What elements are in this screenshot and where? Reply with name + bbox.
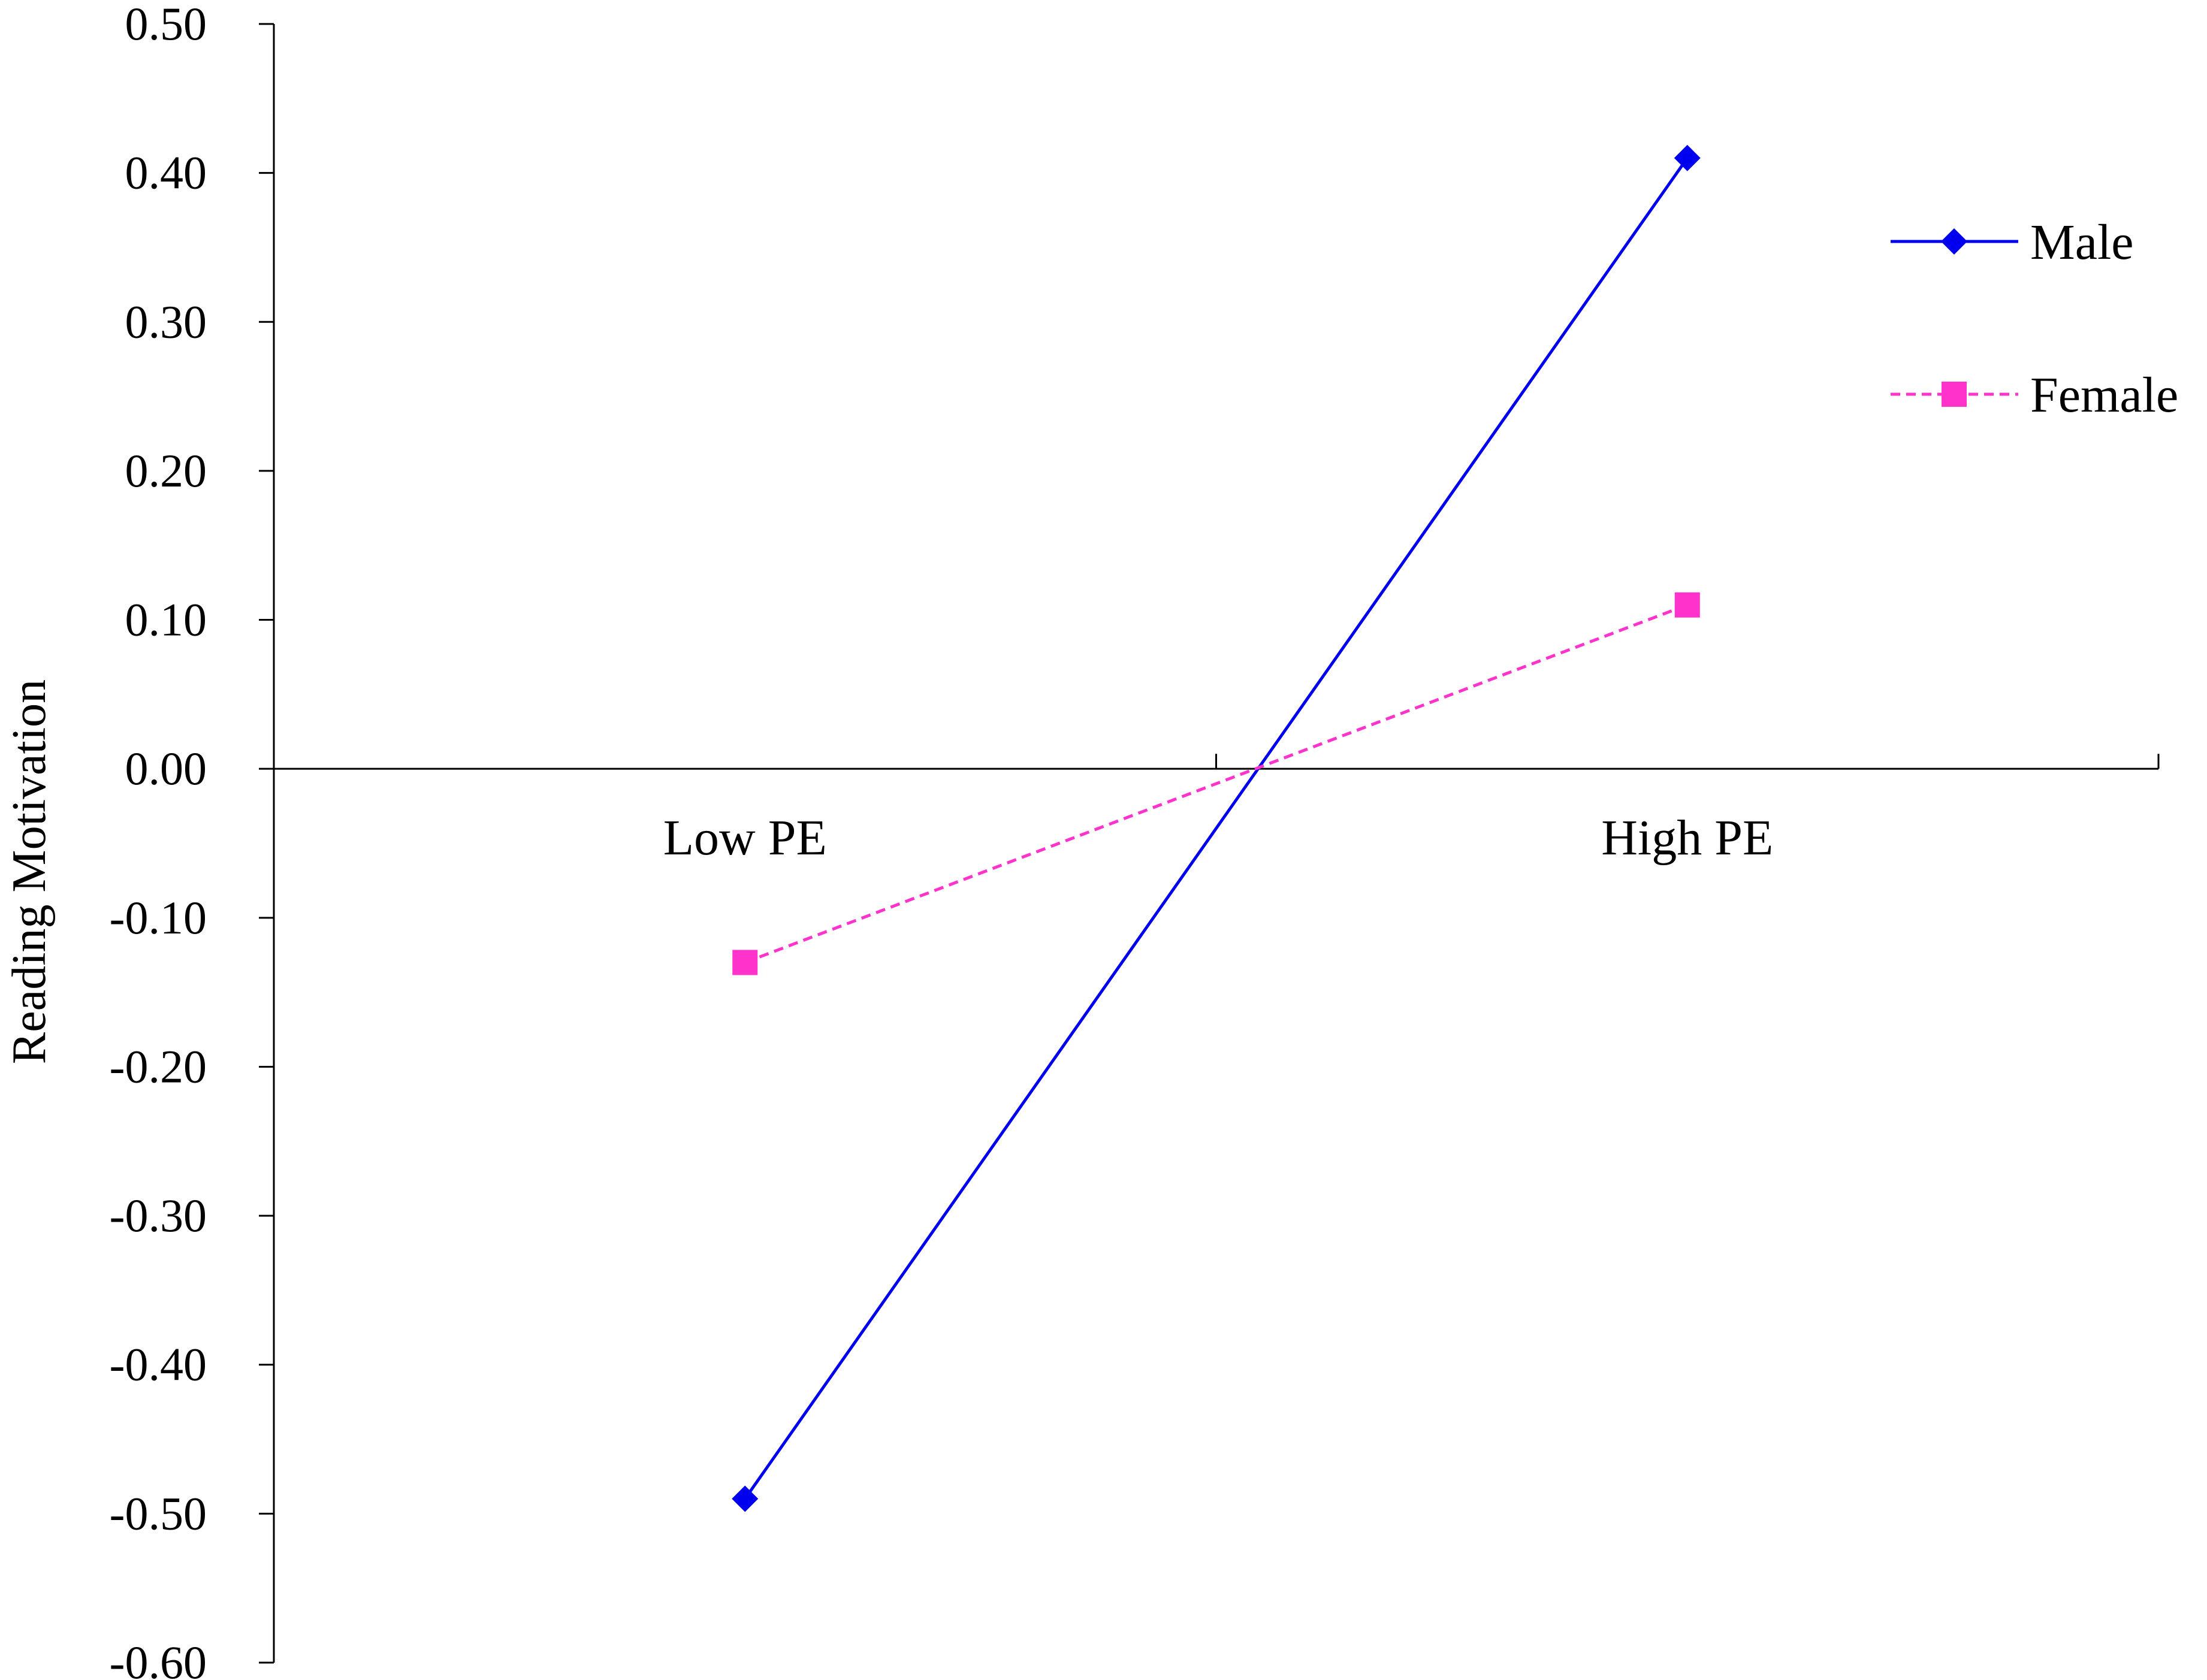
y-tick-label: 0.20 [125, 445, 207, 497]
y-axis-title: Reading Motivation [3, 679, 56, 1064]
legend-label: Female [2030, 367, 2178, 423]
series-line-female [744, 603, 1688, 964]
y-tick-label: 0.30 [125, 295, 207, 348]
legend-item-male: Male [1891, 214, 2134, 270]
y-tick-label: 0.50 [125, 0, 207, 50]
series-male [732, 144, 1701, 1512]
plot-series [732, 144, 1701, 1512]
y-tick-label: 0.00 [125, 742, 207, 794]
data-point-female [732, 950, 758, 975]
data-point-female [1674, 592, 1700, 618]
series-line-male [744, 157, 1689, 1500]
y-tick-label: -0.10 [110, 892, 207, 944]
legend-marker [1942, 382, 1967, 407]
legend-marker [1941, 228, 1967, 255]
y-tick-label: 0.10 [125, 594, 207, 646]
data-point-male [1674, 144, 1701, 171]
y-tick-label: -0.40 [110, 1338, 207, 1391]
x-category-label: High PE [1601, 810, 1773, 866]
legend: Male Female [1891, 214, 2178, 423]
x-category-label: Low PE [663, 810, 827, 866]
y-tick-label: -0.60 [110, 1636, 207, 1680]
y-tick-label: -0.30 [110, 1189, 207, 1241]
legend-label: Male [2030, 214, 2134, 270]
y-tick-label: 0.40 [125, 147, 207, 199]
y-tick-label: -0.20 [110, 1040, 207, 1092]
data-point-male [732, 1485, 759, 1512]
y-tick-label: -0.50 [110, 1487, 207, 1539]
y-axis: 0.50 0.40 0.30 0.20 0.10 0.00 -0.10 -0.20 -0.30 -… [110, 0, 275, 1680]
series-female [732, 592, 1700, 975]
x-axis: Low PE High PE [273, 754, 2160, 866]
legend-item-female: Female [1891, 367, 2178, 423]
